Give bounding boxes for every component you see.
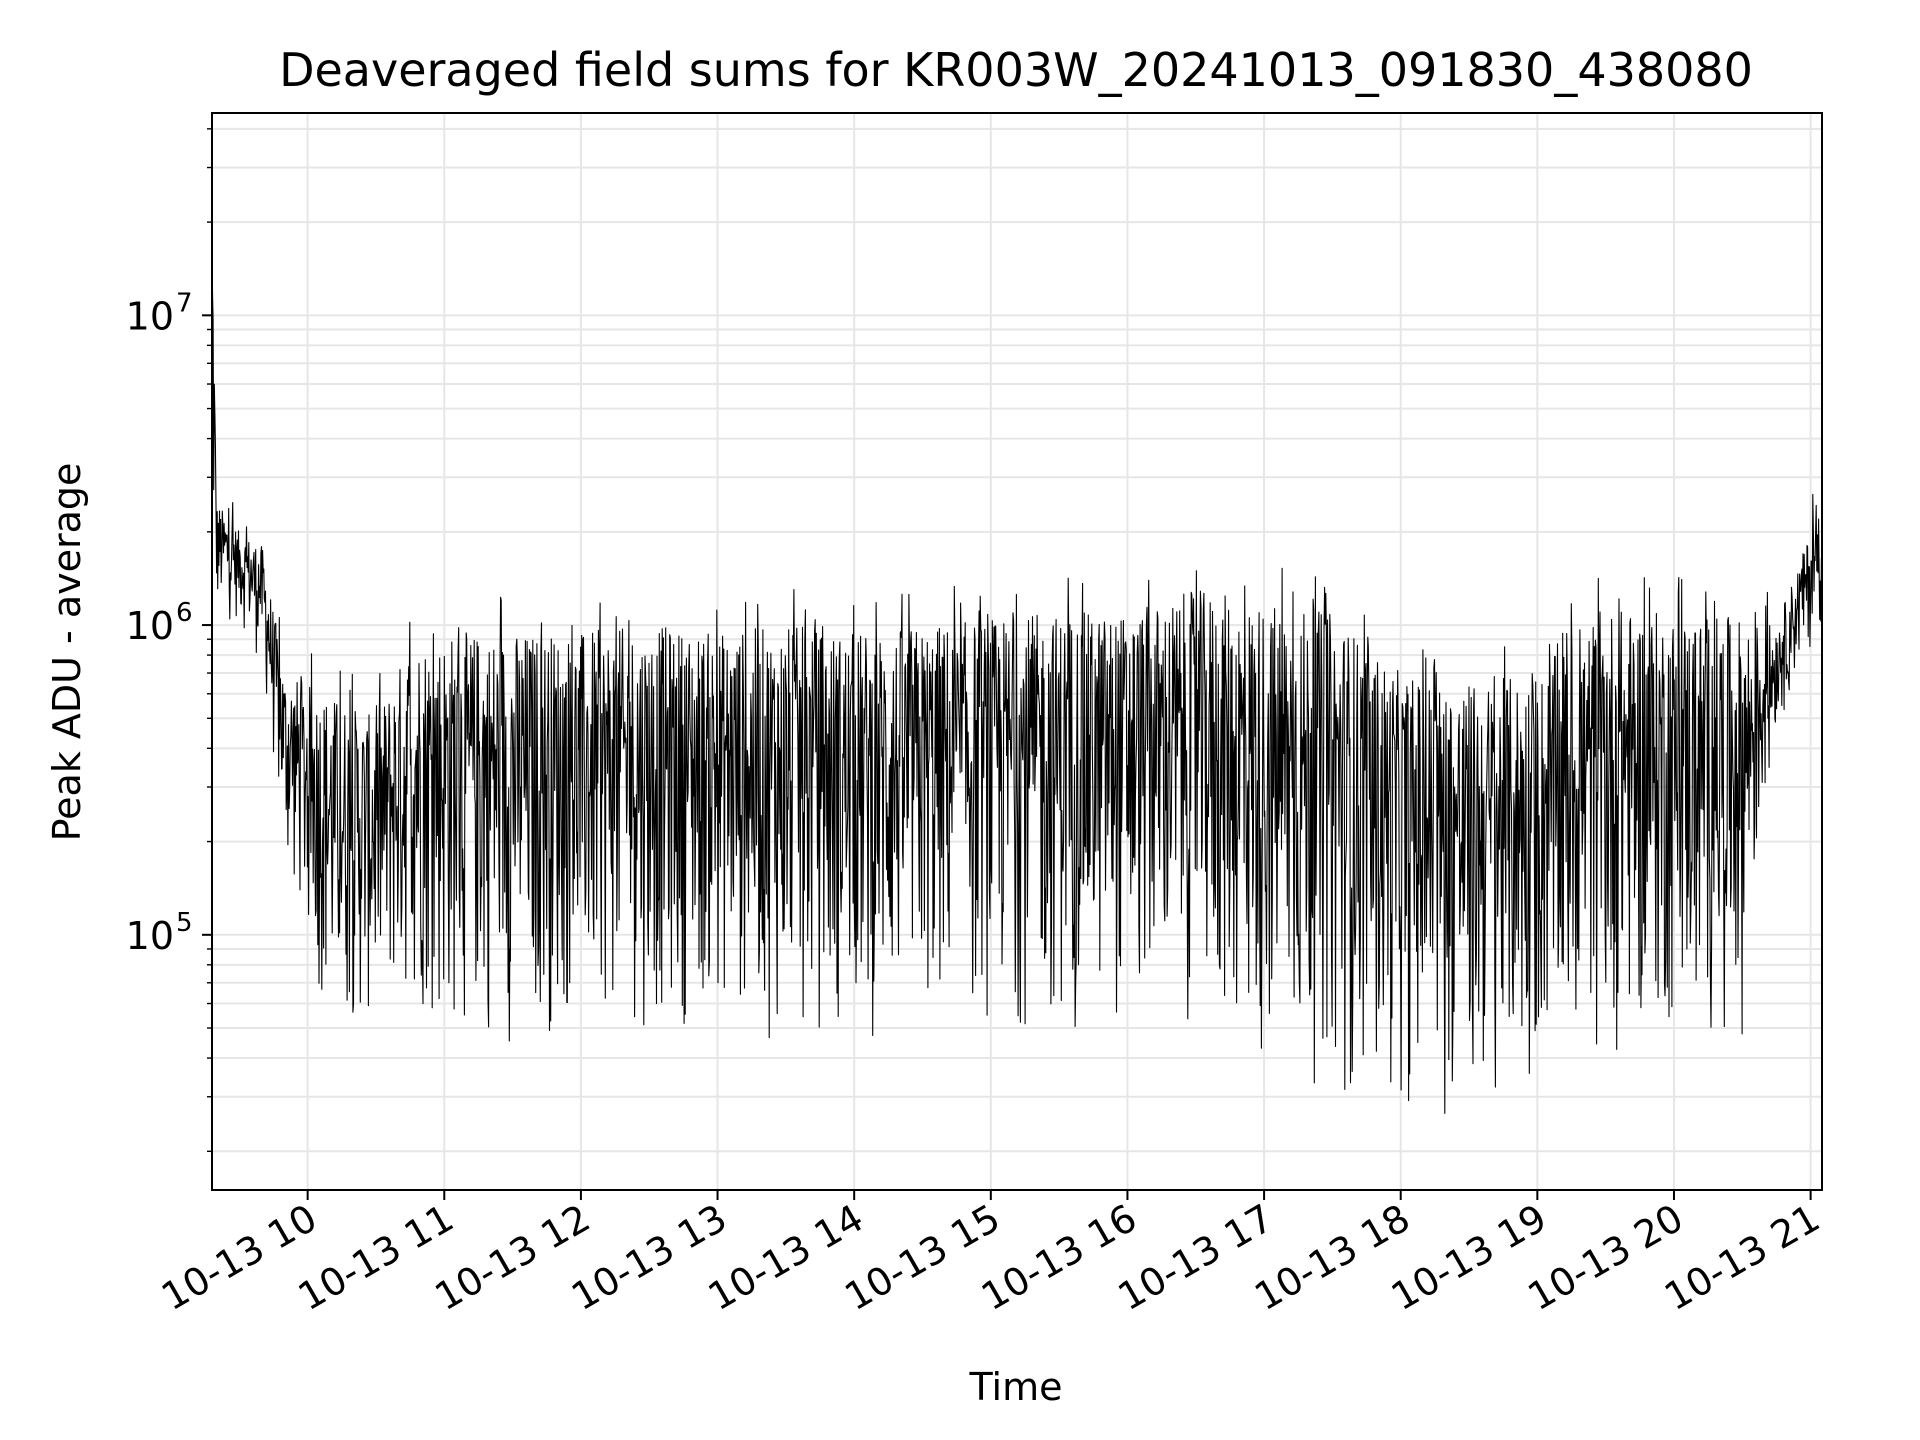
y-tick-exponent: 5 xyxy=(176,908,193,938)
y-tick-label: 10 xyxy=(126,914,174,958)
y-tick-exponent: 7 xyxy=(176,288,193,318)
y-axis-label: Peak ADU - average xyxy=(45,463,89,842)
y-tick-label: 10 xyxy=(126,604,174,648)
chart-title: Deaveraged field sums for KR003W_2024101… xyxy=(279,43,1753,97)
y-tick-exponent: 6 xyxy=(176,598,193,628)
series-line xyxy=(211,257,1823,1114)
y-tick-label: 10 xyxy=(126,294,174,338)
plot-frame xyxy=(211,112,1823,1191)
grid-lines xyxy=(212,113,1822,1190)
series-path xyxy=(211,257,1823,1114)
x-axis-label: Time xyxy=(969,1365,1063,1409)
